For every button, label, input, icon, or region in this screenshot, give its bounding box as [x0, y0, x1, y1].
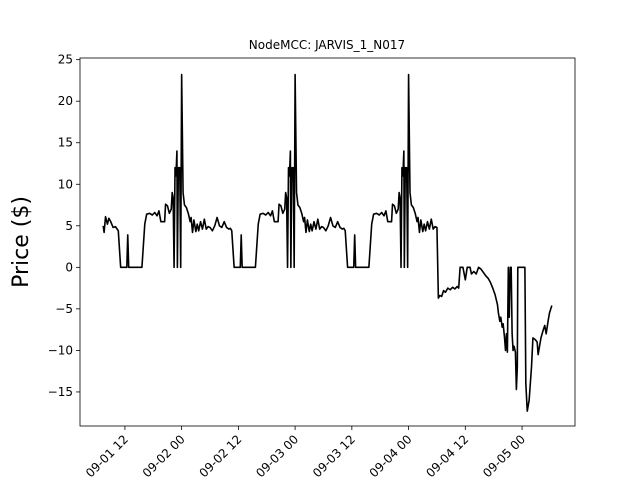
- x-tick-label: 09-04 00: [367, 432, 415, 480]
- y-axis-label: Price ($): [9, 196, 34, 288]
- y-tick-label: −15: [48, 385, 73, 399]
- chart-title: NodeMCC: JARVIS_1_N017: [249, 38, 405, 52]
- plot-frame: [79, 57, 576, 427]
- y-tick-label: −10: [48, 343, 73, 357]
- y-tick-label: 5: [65, 219, 73, 233]
- x-tick-label: 09-05 00: [480, 432, 528, 480]
- y-tick-label: 20: [58, 94, 73, 108]
- x-tick-label: 09-03 00: [253, 432, 301, 480]
- x-tick-label: 09-04 12: [423, 432, 471, 480]
- price-line: [102, 73, 553, 412]
- y-tick-label: 15: [58, 136, 73, 150]
- x-tick-label: 09-02 00: [140, 432, 188, 480]
- y-tick-label: −5: [55, 302, 73, 316]
- y-tick-label: 0: [65, 260, 73, 274]
- x-tick-label: 09-02 12: [196, 432, 244, 480]
- y-tick-label: 10: [58, 177, 73, 191]
- x-tick-label: 09-01 12: [83, 432, 131, 480]
- x-tick-label: 09-03 12: [310, 432, 358, 480]
- y-tick-label: 25: [58, 53, 73, 67]
